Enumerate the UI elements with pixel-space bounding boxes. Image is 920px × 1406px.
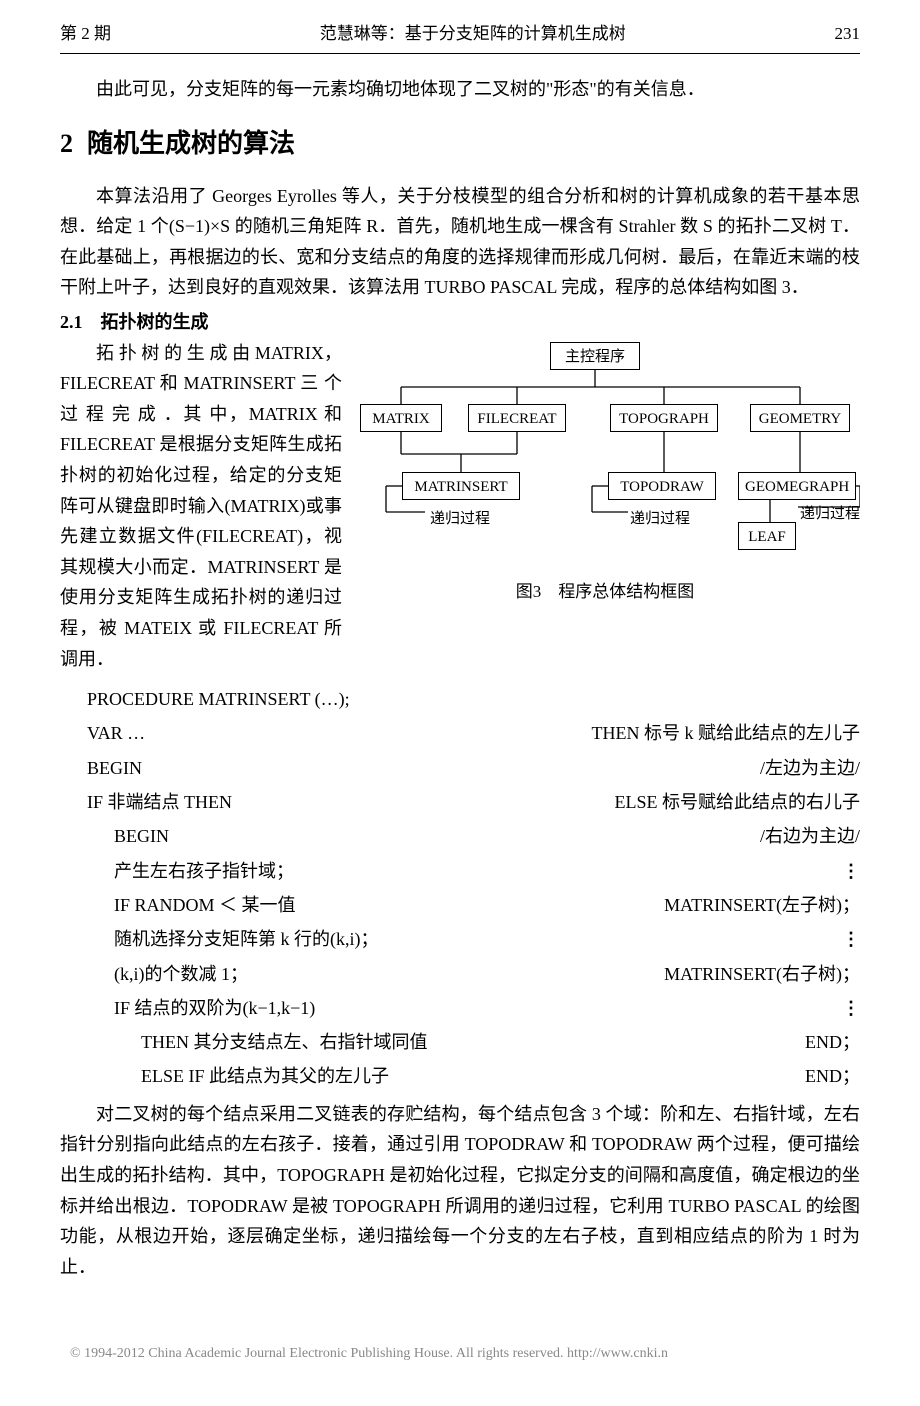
- code-left-line: ELSE IF 此结点为其父的左儿子: [60, 1060, 460, 1093]
- footer-copyright: © 1994-2012 China Academic Journal Elect…: [60, 1342, 860, 1366]
- code-left-line: 产生左右孩子指针域；: [60, 855, 460, 888]
- code-left-line: IF 结点的双阶为(k−1,k−1): [60, 992, 460, 1025]
- section-2-num: 2: [60, 129, 73, 158]
- fc-node-geomegraph: GEOMEGRAPH: [738, 472, 856, 500]
- figure-3-caption: 图3 程序总体结构框图: [350, 578, 860, 607]
- code-left-line: BEGIN: [60, 820, 460, 853]
- fc-node-filecreat: FILECREAT: [468, 404, 566, 432]
- code-right-line: /右边为主边/: [460, 820, 860, 853]
- fc-node-geometry: GEOMETRY: [750, 404, 850, 432]
- fc-node-root: 主控程序: [550, 342, 640, 370]
- section-2-text: 随机生成树的算法: [87, 129, 295, 158]
- code-right-line: END；: [460, 1060, 860, 1093]
- code-right-col: THEN 标号 k 赋给此结点的左儿子/左边为主边/ELSE 标号赋给此结点的右…: [460, 682, 860, 1095]
- fc-node-matrinsert: MATRINSERT: [402, 472, 520, 500]
- fc-node-leaf: LEAF: [738, 522, 796, 550]
- section2-after-code: 对二叉树的每个结点采用二叉链表的存贮结构，每个结点包含 3 个域：阶和左、右指针…: [60, 1099, 860, 1283]
- code-left-line: (k,i)的个数减 1；: [60, 958, 460, 991]
- code-left-line: 随机选择分支矩阵第 k 行的(k,i)；: [60, 923, 460, 956]
- fc-node-topograph: TOPOGRAPH: [610, 404, 718, 432]
- page-header: 第 2 期 范慧琳等：基于分支矩阵的计算机生成树 231: [60, 20, 860, 54]
- code-right-line: MATRINSERT(右子树)；: [460, 958, 860, 991]
- subsection-21-title: 2.1 拓扑树的生成: [60, 307, 860, 338]
- fc-label-rec3: 递归过程: [800, 502, 860, 528]
- code-left-line: THEN 其分支结点左、右指针域同值: [60, 1026, 460, 1059]
- code-right-line: ⋮: [460, 923, 860, 956]
- code-left-line: IF RANDOM ＜ 某一值: [60, 889, 460, 922]
- code-right-line: [460, 683, 860, 716]
- code-right-line: ⋮: [460, 992, 860, 1025]
- code-right-line: ⋮: [460, 855, 860, 888]
- flowchart: 主控程序 MATRIX FILECREAT TOPOGRAPH GEOMETRY MATR…: [350, 342, 860, 572]
- fc-node-matrix: MATRIX: [360, 404, 442, 432]
- code-right-line: MATRINSERT(左子树)；: [460, 889, 860, 922]
- running-title: 范慧琳等：基于分支矩阵的计算机生成树: [320, 20, 626, 49]
- intro-paragraph: 由此可见，分支矩阵的每一元素均确切地体现了二叉树的"形态"的有关信息．: [60, 74, 860, 105]
- page-number: 231: [835, 20, 861, 49]
- code-right-line: END；: [460, 1026, 860, 1059]
- section2-p1: 本算法沿用了 Georges Eyrolles 等人，关于分枝模型的组合分析和树…: [60, 181, 860, 303]
- code-listing: PROCEDURE MATRINSERT (…);VAR …BEGINIF 非端…: [60, 682, 860, 1095]
- code-left-line: IF 非端结点 THEN: [60, 786, 460, 819]
- section-2-title: 2 随机生成树的算法: [60, 122, 860, 166]
- code-left-col: PROCEDURE MATRINSERT (…);VAR …BEGINIF 非端…: [60, 682, 460, 1095]
- code-left-line: BEGIN: [60, 752, 460, 785]
- code-left-line: PROCEDURE MATRINSERT (…);: [60, 683, 460, 716]
- code-right-line: /左边为主边/: [460, 752, 860, 785]
- fc-label-rec2: 递归过程: [630, 507, 690, 533]
- figure-3: 主控程序 MATRIX FILECREAT TOPOGRAPH GEOMETRY MATR…: [350, 342, 860, 607]
- code-right-line: THEN 标号 k 赋给此结点的左儿子: [460, 717, 860, 750]
- issue-label: 第 2 期: [60, 20, 111, 49]
- fc-node-topodraw: TOPODRAW: [608, 472, 716, 500]
- code-right-line: ELSE 标号赋给此结点的右儿子: [460, 786, 860, 819]
- fc-label-rec1: 递归过程: [430, 507, 490, 533]
- code-left-line: VAR …: [60, 717, 460, 750]
